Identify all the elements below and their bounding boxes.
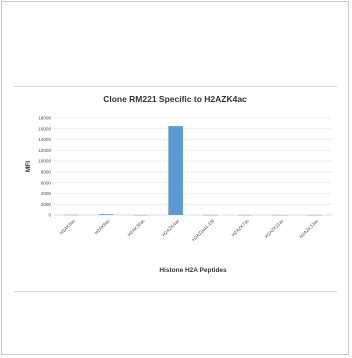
y-tick-label: 2000	[41, 202, 52, 207]
x-axis-label: Histone H2A Peptides	[159, 267, 227, 274]
x-tick-label: H2AZ(aa1-19)	[191, 218, 215, 242]
x-tick-label: H2AZK13ac	[298, 218, 320, 240]
figure-frame: Clone RM221 Specific to H2AZK4ac 0 2000 40…	[1, 1, 349, 355]
y-tick-labels: 0 2000 4000 6000 8000 10000 12000 14000 16000 180…	[38, 116, 51, 218]
y-tick-label: 18000	[38, 116, 51, 121]
y-tick-label: 4000	[41, 191, 52, 196]
bars	[64, 126, 322, 216]
x-tick-labels: H2AK5ac H2AK9ac H2AK36ac H2AZK4ac H2AZ(aa1-1…	[59, 218, 320, 243]
x-tick-label: H2AZK7ac	[231, 218, 251, 238]
x-tick-label: H2AZK4ac	[161, 218, 181, 238]
y-tick-label: 6000	[41, 180, 52, 185]
x-tick-label: H2AK9ac	[94, 218, 112, 236]
y-tick-label: 12000	[38, 148, 51, 153]
x-tick-label: H2AZK11ac	[264, 218, 285, 239]
chart-panel: Clone RM221 Specific to H2AZK4ac 0 2000 40…	[14, 86, 337, 292]
y-tick-label: 0	[48, 213, 51, 218]
gridlines	[54, 117, 332, 216]
chart-title: Clone RM221 Specific to H2AZK4ac	[103, 94, 247, 104]
x-tick-label: H2AK36ac	[127, 218, 147, 238]
y-tick-label: 10000	[38, 159, 51, 164]
bar-h2azk4ac	[168, 126, 183, 215]
y-tick-label: 14000	[38, 137, 51, 142]
y-tick-label: 8000	[41, 169, 52, 174]
bar-chart: Clone RM221 Specific to H2AZK4ac 0 2000 40…	[25, 94, 332, 274]
y-tick-label: 16000	[38, 126, 51, 131]
x-tick-label: H2AK5ac	[59, 218, 77, 236]
bar-h2ak9ac	[98, 214, 114, 215]
y-axis-label: MFI	[25, 161, 32, 172]
